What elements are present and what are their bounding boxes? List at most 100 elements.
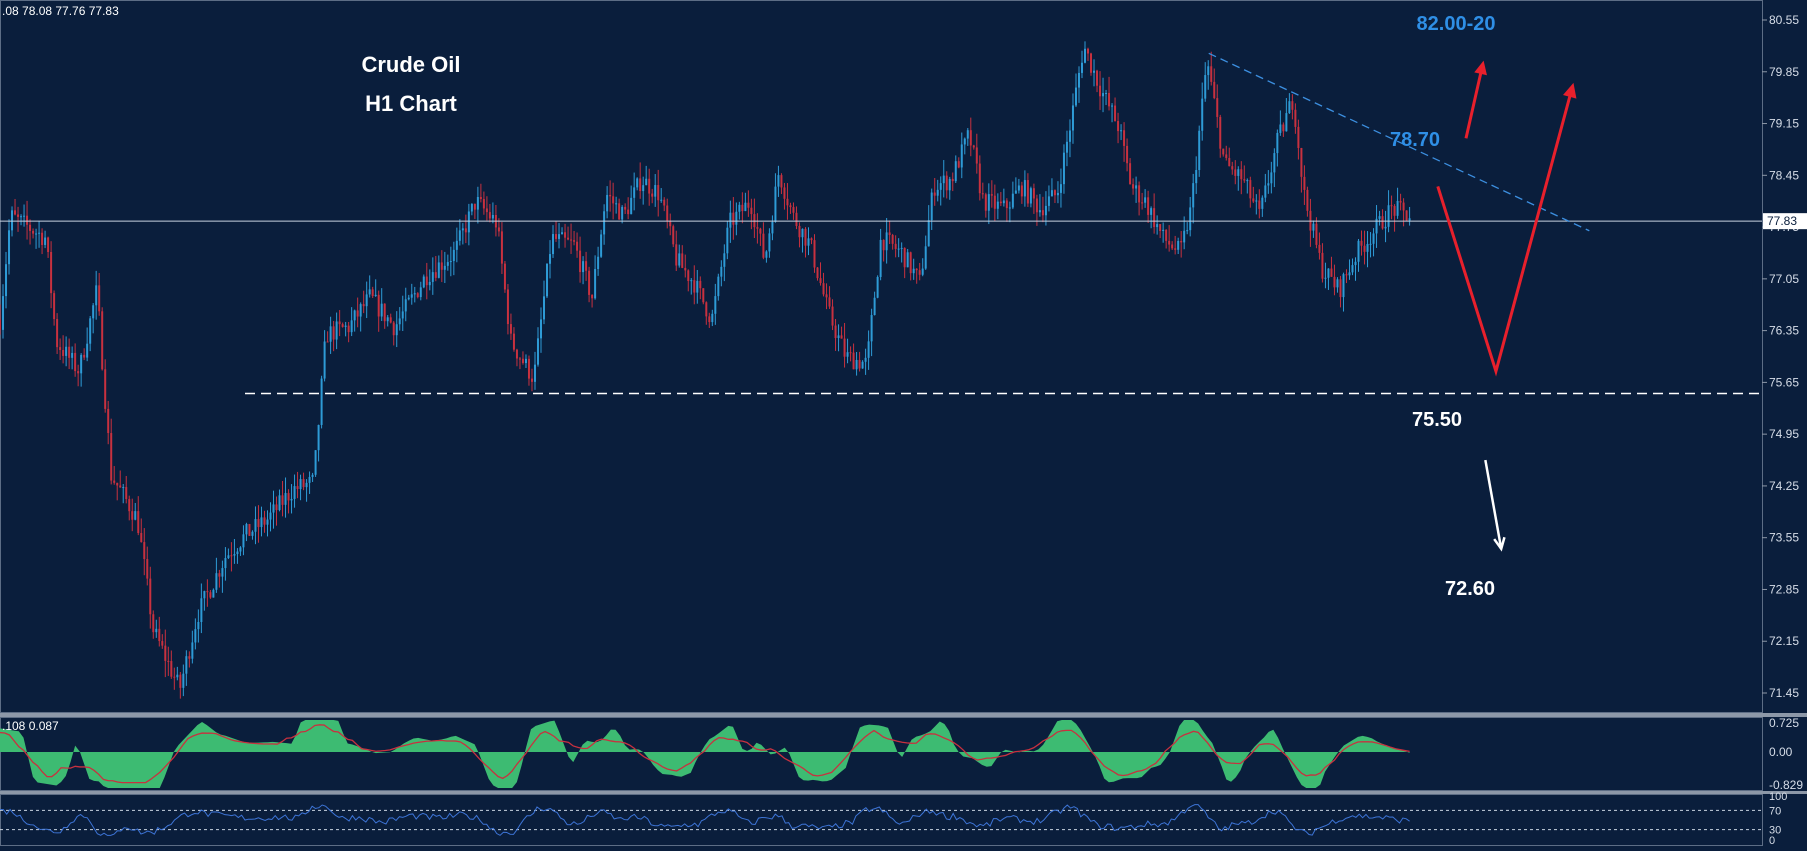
candle-body: [807, 238, 810, 246]
candle-body: [1237, 169, 1240, 176]
candle-body: [203, 591, 206, 599]
candle-body: [1180, 240, 1183, 243]
candle-body: [1393, 205, 1396, 216]
candle-body: [999, 201, 1002, 204]
candle-body: [897, 248, 900, 250]
candle-body: [230, 555, 233, 557]
candle-body: [906, 252, 909, 268]
candle-body: [50, 251, 53, 294]
price-tick-label: 72.85: [1769, 582, 1799, 596]
candle-body: [398, 318, 401, 325]
candle-body: [822, 283, 825, 295]
candle-body: [344, 325, 347, 327]
candle-body: [275, 504, 278, 511]
candle-body: [933, 192, 936, 196]
candle-body: [56, 319, 59, 348]
candle-body: [1312, 223, 1315, 231]
candle-body: [110, 433, 113, 481]
candle-body: [377, 294, 380, 317]
price-pane-border: [0, 0, 1763, 713]
candle-body: [1408, 218, 1411, 221]
price-tick-label: 73.55: [1769, 531, 1799, 545]
candle-body: [1402, 202, 1405, 211]
candle-body: [287, 493, 290, 501]
candle-body: [930, 192, 933, 221]
candle-body: [44, 237, 47, 245]
candle-body: [696, 280, 699, 293]
candle-body: [1279, 124, 1282, 133]
candle-body: [1231, 166, 1234, 170]
arrow-up-short: [1464, 69, 1484, 139]
candle-body: [17, 214, 20, 217]
candle-body: [1059, 184, 1062, 193]
candle-body: [170, 661, 173, 677]
candle-body: [302, 479, 305, 488]
candle-body: [564, 232, 567, 238]
candle-body: [365, 294, 368, 307]
candle-body: [1138, 185, 1141, 203]
candle-body: [732, 212, 735, 225]
candle-body: [612, 196, 615, 204]
candle-body: [783, 187, 786, 199]
candle-body: [1321, 252, 1324, 279]
current-price-tag: 77.83: [1763, 213, 1807, 230]
candle-body: [299, 479, 302, 490]
projection-path: [1436, 92, 1573, 377]
candle-body: [359, 304, 362, 317]
candle-body: [149, 578, 152, 615]
candle-body: [771, 221, 774, 234]
candle-body: [1147, 197, 1150, 215]
candle-body: [759, 228, 762, 234]
candle-body: [927, 220, 930, 247]
candles-group: [0, 41, 1411, 699]
candle-body: [1132, 184, 1135, 189]
candle-body: [59, 347, 62, 350]
candle-body: [281, 495, 284, 505]
candle-body: [425, 276, 428, 286]
candle-body: [990, 194, 993, 196]
candle-body: [1246, 180, 1249, 182]
candle-body: [1117, 121, 1120, 132]
target-high-label: 82.00-20: [1417, 13, 1496, 35]
candle-body: [609, 194, 612, 197]
price-tick-label: 76.35: [1769, 324, 1799, 338]
candle-body: [341, 324, 344, 327]
candle-body: [335, 321, 338, 340]
candle-body: [1300, 147, 1303, 177]
candle-body: [723, 253, 726, 267]
candle-body: [419, 287, 422, 298]
candle-body: [687, 270, 690, 282]
candle-body: [269, 512, 272, 520]
candle-body: [555, 234, 558, 239]
candle-body: [1210, 66, 1213, 82]
candle-body: [1093, 70, 1096, 73]
candle-body: [681, 253, 684, 268]
candle-body: [792, 207, 795, 213]
candle-body: [624, 206, 627, 210]
candle-body: [984, 194, 987, 211]
candle-body: [1084, 48, 1087, 63]
candle-body: [389, 317, 392, 323]
candle-body: [227, 555, 230, 559]
candle-body: [1372, 233, 1375, 244]
candle-body: [41, 232, 44, 245]
candle-body: [1065, 141, 1068, 153]
candle-body: [870, 315, 873, 342]
candle-body: [864, 357, 867, 362]
candle-body: [1222, 148, 1225, 155]
arrow-down-white: [1484, 459, 1503, 550]
candle-body: [233, 554, 236, 556]
candle-body: [506, 289, 509, 325]
candle-body: [68, 346, 71, 358]
candle-body: [1135, 185, 1138, 189]
candle-body: [1105, 93, 1108, 95]
candle-body: [1327, 268, 1330, 278]
candle-body: [828, 297, 831, 307]
candle-body: [407, 297, 410, 300]
candle-body: [1336, 279, 1339, 288]
candle-body: [756, 227, 759, 229]
candle-body: [527, 358, 530, 379]
projection-arrowhead: [1563, 82, 1577, 99]
candle-body: [185, 656, 188, 674]
